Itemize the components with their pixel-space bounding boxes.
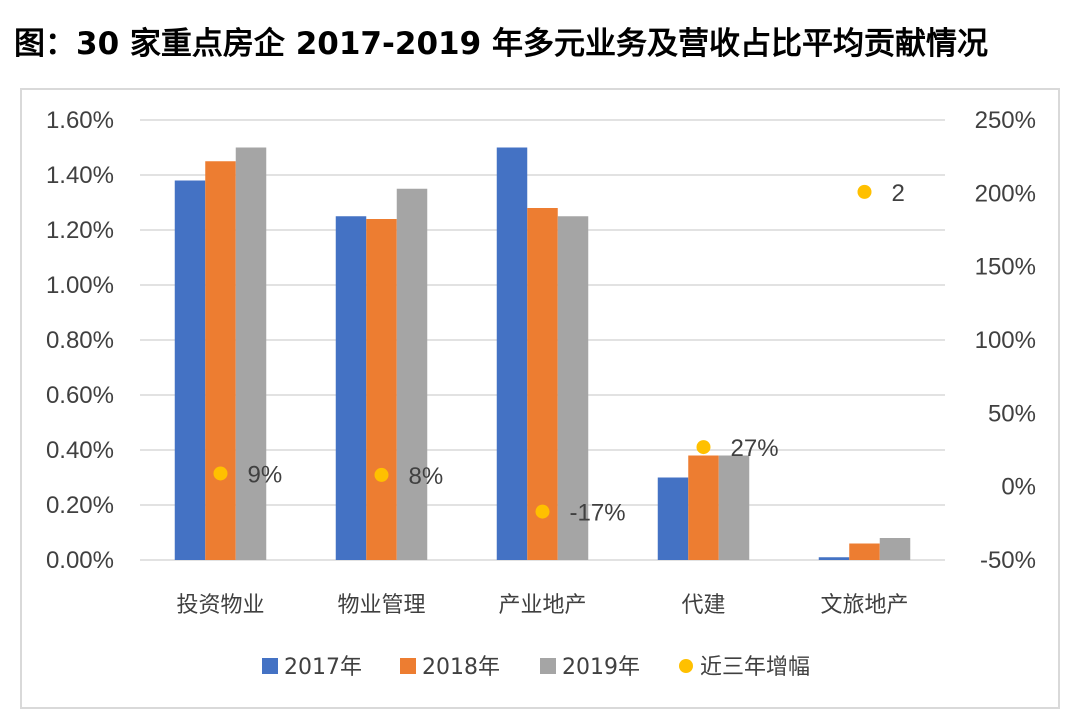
bar xyxy=(174,180,206,560)
bar xyxy=(657,477,689,560)
left-axis-ticks: 0.00% 0.20% 0.40% 0.60% 0.80% 1.00% 1.20% 1.40%… xyxy=(46,107,114,574)
chart-title: 图：30 家重点房企 2017-2019 年多元业务及营收占比平均贡献情况 xyxy=(14,26,988,62)
legend-label: 2017年 xyxy=(284,655,362,680)
left-tick-label: 1.00% xyxy=(46,272,114,299)
legend-swatch xyxy=(262,658,278,674)
bar xyxy=(879,538,911,560)
right-tick-label: 250% xyxy=(975,107,1036,134)
category-label: 代建 xyxy=(681,593,725,618)
growth-point xyxy=(213,466,228,481)
bar xyxy=(205,161,236,560)
left-tick-label: 0.20% xyxy=(46,492,114,519)
bar xyxy=(527,208,558,560)
growth-point xyxy=(374,467,389,482)
left-tick-label: 1.20% xyxy=(46,217,114,244)
legend-label: 2019年 xyxy=(562,655,640,680)
category-label: 文旅地产 xyxy=(820,593,908,618)
growth-point xyxy=(857,184,872,199)
bar xyxy=(688,455,719,560)
right-tick-label: -50% xyxy=(980,547,1036,574)
bar xyxy=(496,147,528,560)
growth-label: 2 xyxy=(892,180,905,207)
growth-label: 27% xyxy=(731,435,779,462)
left-tick-label: 1.40% xyxy=(46,162,114,189)
legend-swatch xyxy=(540,658,556,674)
legend-label: 2018年 xyxy=(422,655,500,680)
growth-label: -17% xyxy=(570,500,626,527)
legend-label: 近三年增幅 xyxy=(700,655,810,680)
bar xyxy=(396,188,428,560)
bar xyxy=(335,216,367,560)
right-tick-label: 100% xyxy=(975,327,1036,354)
category-labels: 投资物业 物业管理 产业地产 代建 文旅地产 xyxy=(176,593,908,618)
bar xyxy=(849,543,880,560)
right-tick-label: 0% xyxy=(1001,474,1036,501)
growth-point xyxy=(535,504,550,519)
left-tick-label: 1.60% xyxy=(46,107,114,134)
legend-swatch xyxy=(400,658,416,674)
bar xyxy=(557,216,589,560)
category-label: 产业地产 xyxy=(498,593,586,618)
category-label: 投资物业 xyxy=(176,593,264,618)
growth-points: 9% 8% -17% 27% 2 xyxy=(213,180,905,527)
right-tick-label: 200% xyxy=(975,180,1036,207)
left-tick-label: 0.80% xyxy=(46,327,114,354)
bar xyxy=(235,147,267,560)
growth-point xyxy=(696,440,711,455)
bars xyxy=(174,147,911,560)
growth-label: 8% xyxy=(409,463,444,490)
bar xyxy=(366,219,397,560)
growth-label: 9% xyxy=(248,461,283,488)
legend: 2017年 2018年 2019年 近三年增幅 xyxy=(262,655,810,680)
right-tick-label: 50% xyxy=(988,400,1036,427)
bar xyxy=(718,455,750,560)
legend-swatch xyxy=(679,659,693,673)
bar xyxy=(818,557,850,560)
right-tick-label: 150% xyxy=(975,254,1036,281)
category-label: 物业管理 xyxy=(337,593,425,618)
chart-frame xyxy=(20,88,1060,709)
left-tick-label: 0.60% xyxy=(46,382,114,409)
left-tick-label: 0.40% xyxy=(46,437,114,464)
left-tick-label: 0.00% xyxy=(46,547,114,574)
right-axis-ticks: -50% 0% 50% 100% 150% 200% 250% xyxy=(975,107,1036,574)
